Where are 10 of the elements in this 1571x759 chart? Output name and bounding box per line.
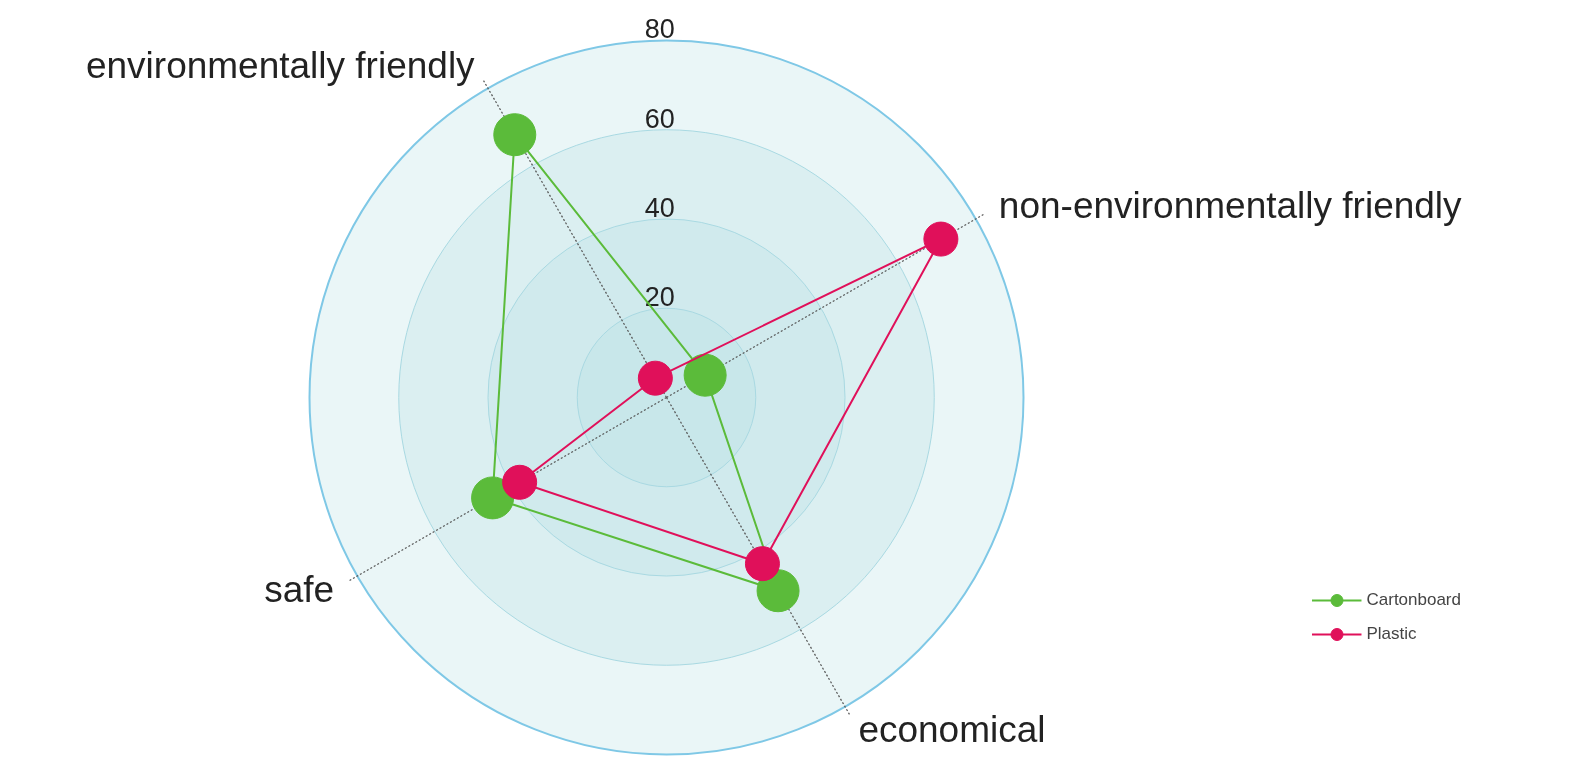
spoke-label: safe [264, 568, 335, 610]
y-tick-label: 80 [644, 14, 675, 45]
spoke-label: economical [858, 709, 1046, 751]
spoke-label: non-environmentally friendly [998, 185, 1463, 227]
legend-label: Cartonboard [1366, 590, 1461, 610]
y-tick-label: 40 [644, 192, 675, 223]
legend-label: Plastic [1366, 624, 1417, 644]
spoke-label: environmentally friendly [85, 44, 476, 86]
y-tick-label: 20 [644, 282, 675, 313]
y-tick-label: 60 [644, 103, 675, 134]
